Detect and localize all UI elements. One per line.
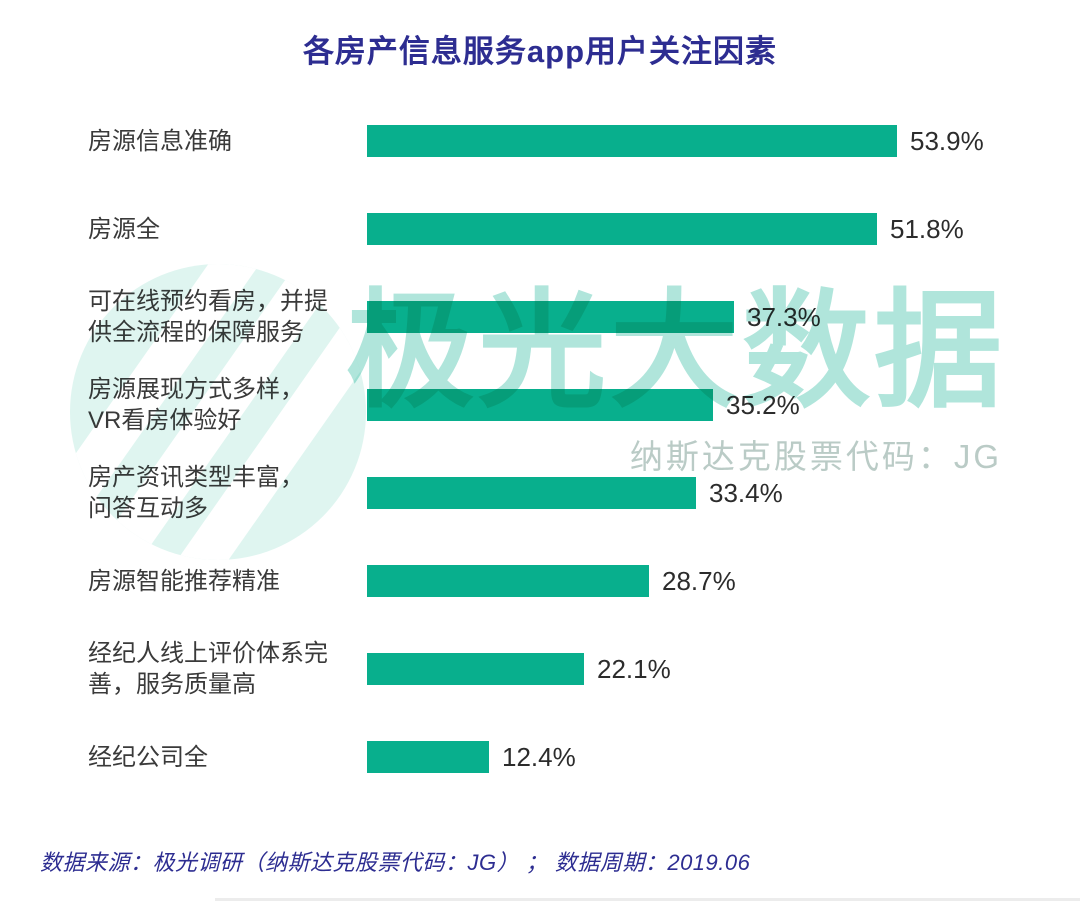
bar — [367, 125, 897, 157]
category-label: 可在线预约看房，并提 供全流程的保障服务 — [88, 288, 328, 346]
chart-row: 房产资讯类型丰富， 问答互动多 33.4% — [0, 449, 1080, 537]
category-label: 房产资讯类型丰富， 问答互动多 — [88, 464, 304, 522]
value-label: 33.4% — [709, 477, 783, 508]
value-label: 28.7% — [662, 565, 736, 596]
chart-row: 房源智能推荐精准 28.7% — [0, 537, 1080, 625]
category-label: 房源智能推荐精准 — [88, 567, 280, 595]
chart-row: 房源全 51.8% — [0, 185, 1080, 273]
chart-row: 房源展现方式多样， VR看房体验好 35.2% — [0, 361, 1080, 449]
bar — [367, 565, 649, 597]
bar — [367, 477, 696, 509]
bar — [367, 389, 713, 421]
category-label: 经纪人线上评价体系完 善，服务质量高 — [88, 640, 328, 698]
category-label: 房源展现方式多样， VR看房体验好 — [88, 376, 304, 434]
chart-row: 房源信息准确 53.9% — [0, 97, 1080, 185]
value-label: 53.9% — [910, 125, 984, 156]
bar — [367, 301, 734, 333]
page-title: 各房产信息服务app用户关注因素 — [302, 34, 778, 69]
bar — [367, 741, 489, 773]
chart-row: 经纪公司全 12.4% — [0, 713, 1080, 801]
value-label: 51.8% — [890, 213, 964, 244]
category-label: 房源信息准确 — [88, 127, 232, 155]
value-label: 12.4% — [502, 741, 576, 772]
value-label: 37.3% — [747, 301, 821, 332]
category-label: 经纪公司全 — [88, 743, 208, 771]
bar — [367, 213, 877, 245]
chart-row: 经纪人线上评价体系完 善，服务质量高 22.1% — [0, 625, 1080, 713]
bottom-divider — [215, 898, 1080, 901]
category-label: 房源全 — [88, 215, 160, 243]
source-note: 数据来源：极光调研（纳斯达克股票代码：JG） ； 数据周期：2019.06 — [40, 850, 751, 875]
bar — [367, 653, 584, 685]
value-label: 35.2% — [726, 389, 800, 420]
value-label: 22.1% — [597, 653, 671, 684]
chart-row: 可在线预约看房，并提 供全流程的保障服务 37.3% — [0, 273, 1080, 361]
bar-chart: 房源信息准确 53.9% 房源全 51.8% 可在线预约看房，并提 供全流程的保障… — [0, 97, 1080, 801]
